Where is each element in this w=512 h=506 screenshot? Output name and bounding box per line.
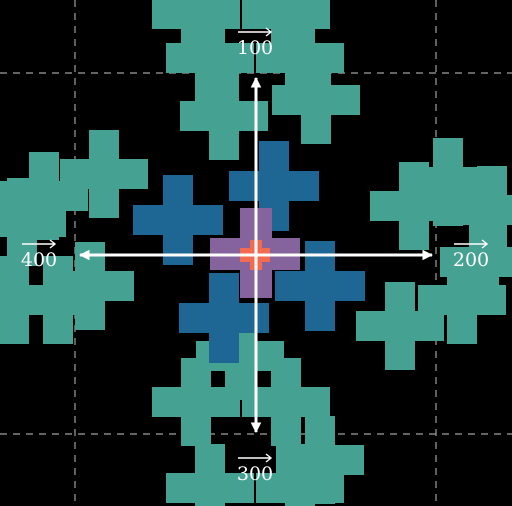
outer-cross-2-5-horizontal-bar bbox=[370, 191, 458, 221]
middle-cross-4-horizontal-bar bbox=[133, 205, 223, 235]
overbar-arrow-icon bbox=[238, 453, 273, 463]
arrow-label-left-text: 400 bbox=[21, 249, 57, 271]
outer-cross-4-3 bbox=[0, 152, 88, 240]
arrow-label-up: 100 bbox=[237, 27, 273, 59]
outer-cross-4-6-horizontal-bar bbox=[0, 285, 58, 315]
arrows bbox=[78, 76, 434, 434]
outer-cross-2-6 bbox=[448, 166, 512, 254]
outer-cross-3-2 bbox=[166, 444, 254, 506]
middle-cross-2-horizontal-bar bbox=[275, 271, 365, 301]
overbar-arrow-icon bbox=[238, 27, 273, 37]
middle-cross-4 bbox=[133, 175, 223, 265]
outer-cross-2-3-horizontal-bar bbox=[418, 285, 506, 315]
middle-cross-1-horizontal-bar bbox=[229, 171, 319, 201]
outer-cross-3-6-horizontal-bar bbox=[276, 445, 364, 475]
outer-cross-2-4-horizontal-bar bbox=[356, 311, 444, 341]
outer-cross-4-5-horizontal-bar bbox=[46, 271, 134, 301]
outer-cross-3-2-horizontal-bar bbox=[166, 473, 254, 503]
overbar-arrow-icon bbox=[454, 239, 489, 249]
middle-cross-2 bbox=[275, 241, 365, 331]
outer-cross-1-5 bbox=[180, 72, 268, 160]
arrow-label-up-text: 100 bbox=[237, 37, 273, 59]
middle-cross-1 bbox=[229, 141, 319, 231]
arrow-label-down: 300 bbox=[237, 453, 273, 485]
arrow-label-left: 400 bbox=[21, 239, 57, 271]
outer-cross-2-4 bbox=[356, 282, 444, 370]
arrow-label-right: 200 bbox=[453, 239, 489, 271]
outer-cross-1-6 bbox=[272, 56, 360, 144]
outer-cross-4-6 bbox=[0, 256, 58, 344]
overbar-arrow-icon bbox=[22, 239, 57, 249]
outer-cross-4-5 bbox=[46, 242, 134, 330]
outer-cross-3-6 bbox=[276, 416, 364, 504]
outer-cross-4-4-horizontal-bar bbox=[60, 159, 148, 189]
outer-cross-3-3 bbox=[152, 358, 240, 446]
outer-cross-2-5 bbox=[370, 162, 458, 250]
middle-cross-3 bbox=[179, 273, 269, 363]
outer-cross-2-3 bbox=[418, 256, 506, 344]
outer-cross-4-4 bbox=[60, 130, 148, 218]
outer-cross-1-3-horizontal-bar bbox=[166, 43, 254, 73]
arrow-label-right-text: 200 bbox=[453, 249, 489, 271]
outer-cross-2-6-horizontal-bar bbox=[448, 195, 512, 225]
outer-cross-1-6-horizontal-bar bbox=[272, 85, 360, 115]
outer-cross-1-5-horizontal-bar bbox=[180, 101, 268, 131]
middle-cross-3-horizontal-bar bbox=[179, 303, 269, 333]
arrow-label-down-text: 300 bbox=[237, 463, 273, 485]
middle-crosses bbox=[133, 141, 365, 363]
